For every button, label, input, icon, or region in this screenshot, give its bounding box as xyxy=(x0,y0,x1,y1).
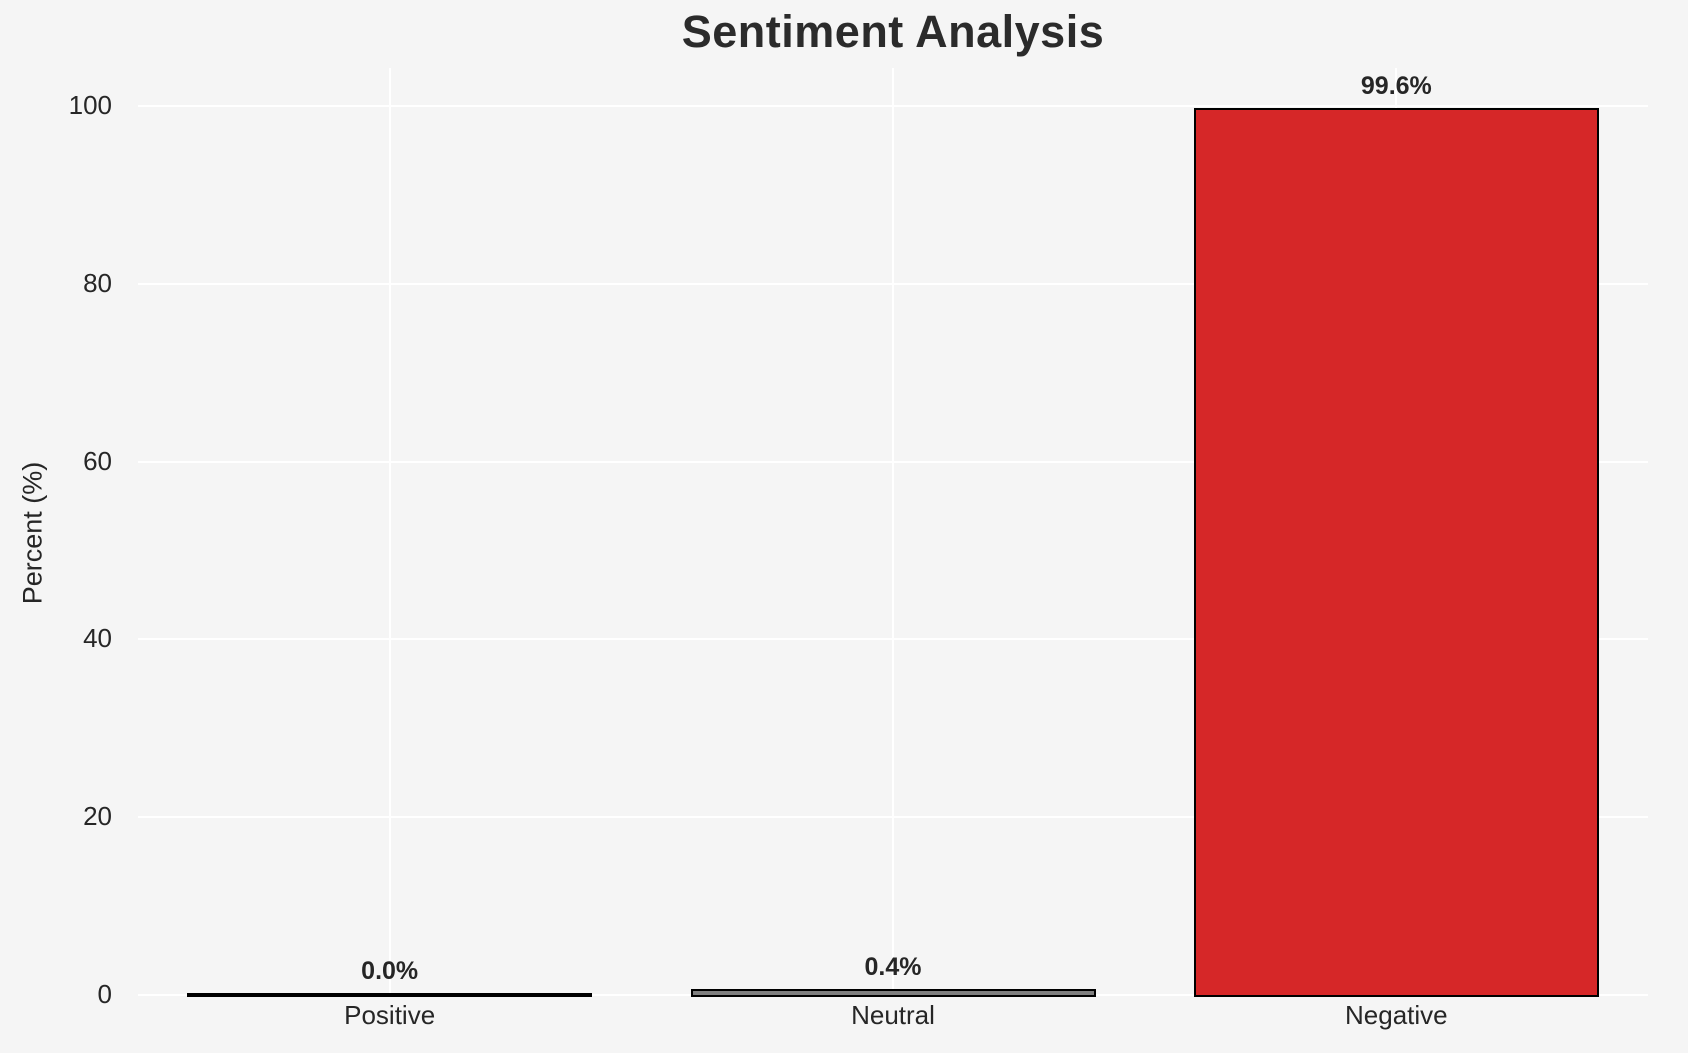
y-tick-label: 20 xyxy=(83,801,112,832)
bar-neutral xyxy=(690,989,1096,997)
chart-title: Sentiment Analysis xyxy=(681,6,1105,57)
y-tick-label: 60 xyxy=(83,445,112,476)
bar-value-label: 99.6% xyxy=(1360,71,1432,100)
bar-positive xyxy=(187,993,593,997)
x-tick-label: Positive xyxy=(344,1000,436,1030)
bar-value-label: 0.4% xyxy=(864,953,922,982)
bar-value-label: 0.0% xyxy=(361,957,419,985)
x-tick-label: Neutral xyxy=(851,1000,935,1030)
y-tick-label: 100 xyxy=(68,90,112,120)
y-axis-label: Percent (%) xyxy=(17,461,48,605)
x-tick-label: Negative xyxy=(1345,1000,1448,1030)
y-tick-label: 80 xyxy=(83,267,112,298)
y-tick-label: 0 xyxy=(97,979,112,1009)
bar-negative xyxy=(1193,107,1599,997)
y-tick-label: 40 xyxy=(83,623,112,654)
gridline-vertical xyxy=(388,68,391,995)
gridline-vertical xyxy=(892,68,894,995)
